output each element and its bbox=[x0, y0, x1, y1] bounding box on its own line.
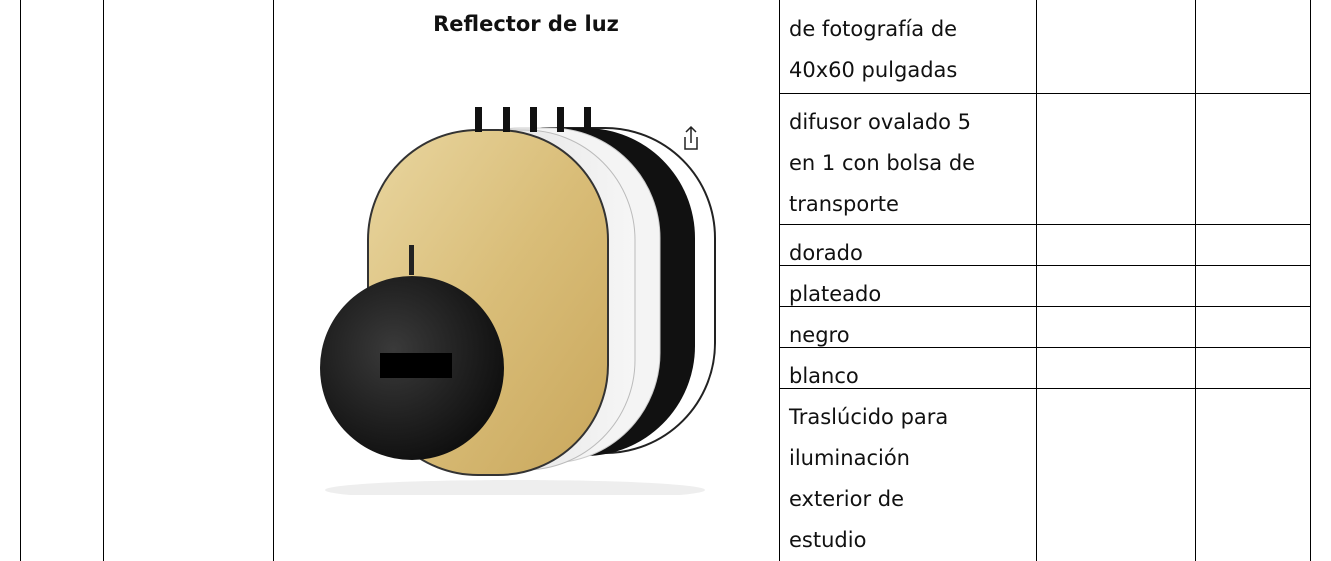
table-border bbox=[20, 0, 21, 561]
cell-text: 40x60 pulgadas bbox=[789, 58, 958, 82]
table-border bbox=[1036, 0, 1037, 561]
cell-text: plateado bbox=[789, 282, 882, 306]
cell-text: transporte bbox=[789, 192, 899, 216]
row-border bbox=[779, 265, 1311, 266]
row-border bbox=[779, 93, 1311, 94]
table-border bbox=[1195, 0, 1196, 561]
row-border bbox=[779, 388, 1311, 389]
table-border bbox=[779, 0, 780, 561]
cell-text: negro bbox=[789, 323, 850, 347]
cell-text: Traslúcido para bbox=[789, 405, 949, 429]
table-border bbox=[1310, 0, 1311, 561]
product-image bbox=[320, 107, 716, 495]
cell-text: en 1 con bolsa de bbox=[789, 151, 976, 175]
row-border bbox=[779, 224, 1311, 225]
table-border bbox=[273, 0, 274, 561]
table-border bbox=[103, 0, 104, 561]
product-title: Reflector de luz bbox=[433, 12, 619, 36]
row-border bbox=[779, 347, 1311, 348]
cell-text: blanco bbox=[789, 364, 859, 388]
cell-text: difusor ovalado 5 bbox=[789, 110, 972, 134]
row-border bbox=[779, 306, 1311, 307]
cell-text: exterior de bbox=[789, 487, 905, 511]
cell-text: estudio bbox=[789, 528, 867, 552]
cell-text: iluminación bbox=[789, 446, 910, 470]
cell-text: de fotografía de bbox=[789, 17, 958, 41]
cell-text: dorado bbox=[789, 241, 863, 265]
